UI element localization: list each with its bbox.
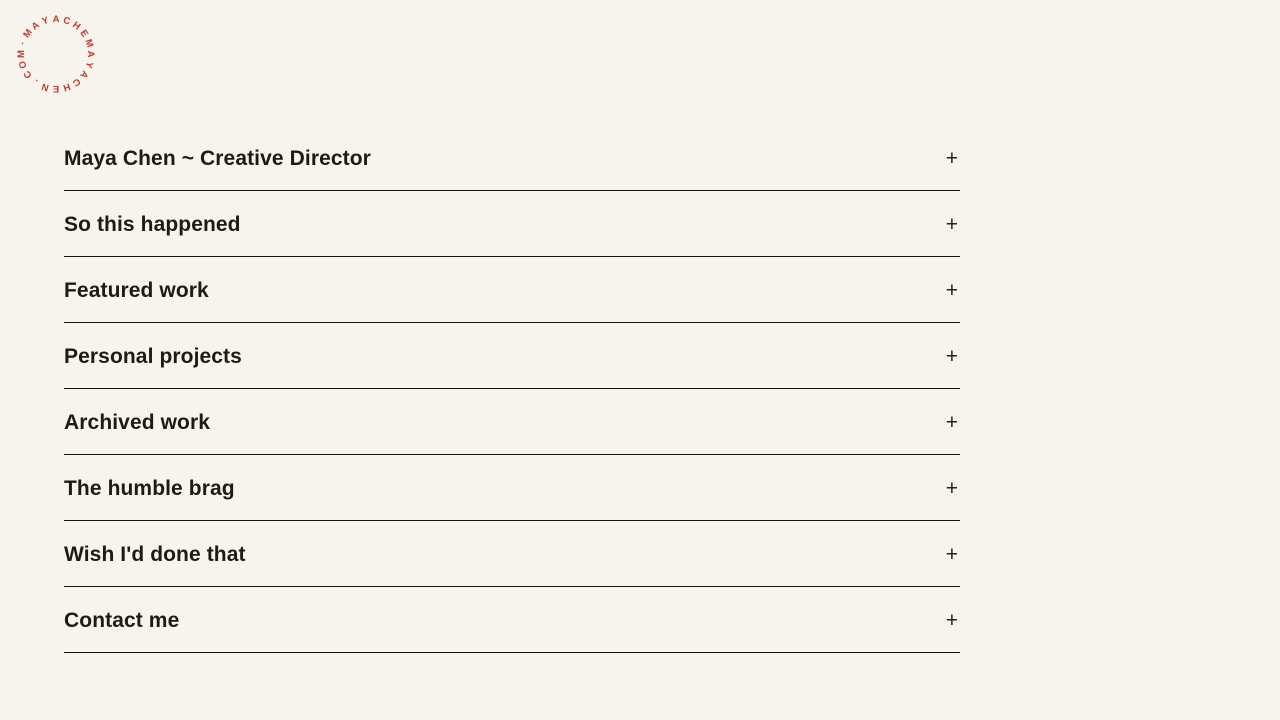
logo-letter: A <box>52 14 60 25</box>
accordion-item-label: Wish I'd done that <box>64 542 246 566</box>
plus-icon[interactable]: + <box>945 279 958 302</box>
plus-icon[interactable]: + <box>945 609 958 632</box>
accordion-item-wish-id-done-that[interactable]: Wish I'd done that + <box>64 521 960 587</box>
accordion-item-label: Featured work <box>64 278 209 302</box>
accordion-item-so-this-happened[interactable]: So this happened + <box>64 191 960 257</box>
accordion-item-featured-work[interactable]: Featured work + <box>64 257 960 323</box>
accordion-item-label: Archived work <box>64 410 211 434</box>
plus-icon[interactable]: + <box>945 345 958 368</box>
accordion-item-contact-me[interactable]: Contact me + <box>64 587 960 653</box>
accordion-item-personal-projects[interactable]: Personal projects + <box>64 323 960 389</box>
accordion-item-label: The humble brag <box>64 476 235 500</box>
plus-icon[interactable]: + <box>945 147 958 170</box>
accordion-menu: Maya Chen ~ Creative Director + So this … <box>64 125 960 653</box>
accordion-item-the-humble-brag[interactable]: The humble brag + <box>64 455 960 521</box>
accordion-item-maya-chen[interactable]: Maya Chen ~ Creative Director + <box>64 125 960 191</box>
site-logo[interactable]: M A Y A C H E M A Y A C H E N. C O M · <box>11 9 101 99</box>
accordion-item-label: Maya Chen ~ Creative Director <box>64 146 371 170</box>
plus-icon[interactable]: + <box>945 411 958 434</box>
plus-icon[interactable]: + <box>945 213 958 236</box>
accordion-item-label: So this happened <box>64 212 241 236</box>
accordion-item-label: Contact me <box>64 608 180 632</box>
plus-icon[interactable]: + <box>945 477 958 500</box>
plus-icon[interactable]: + <box>945 543 958 566</box>
accordion-item-label: Personal projects <box>64 344 242 368</box>
accordion-item-archived-work[interactable]: Archived work + <box>64 389 960 455</box>
